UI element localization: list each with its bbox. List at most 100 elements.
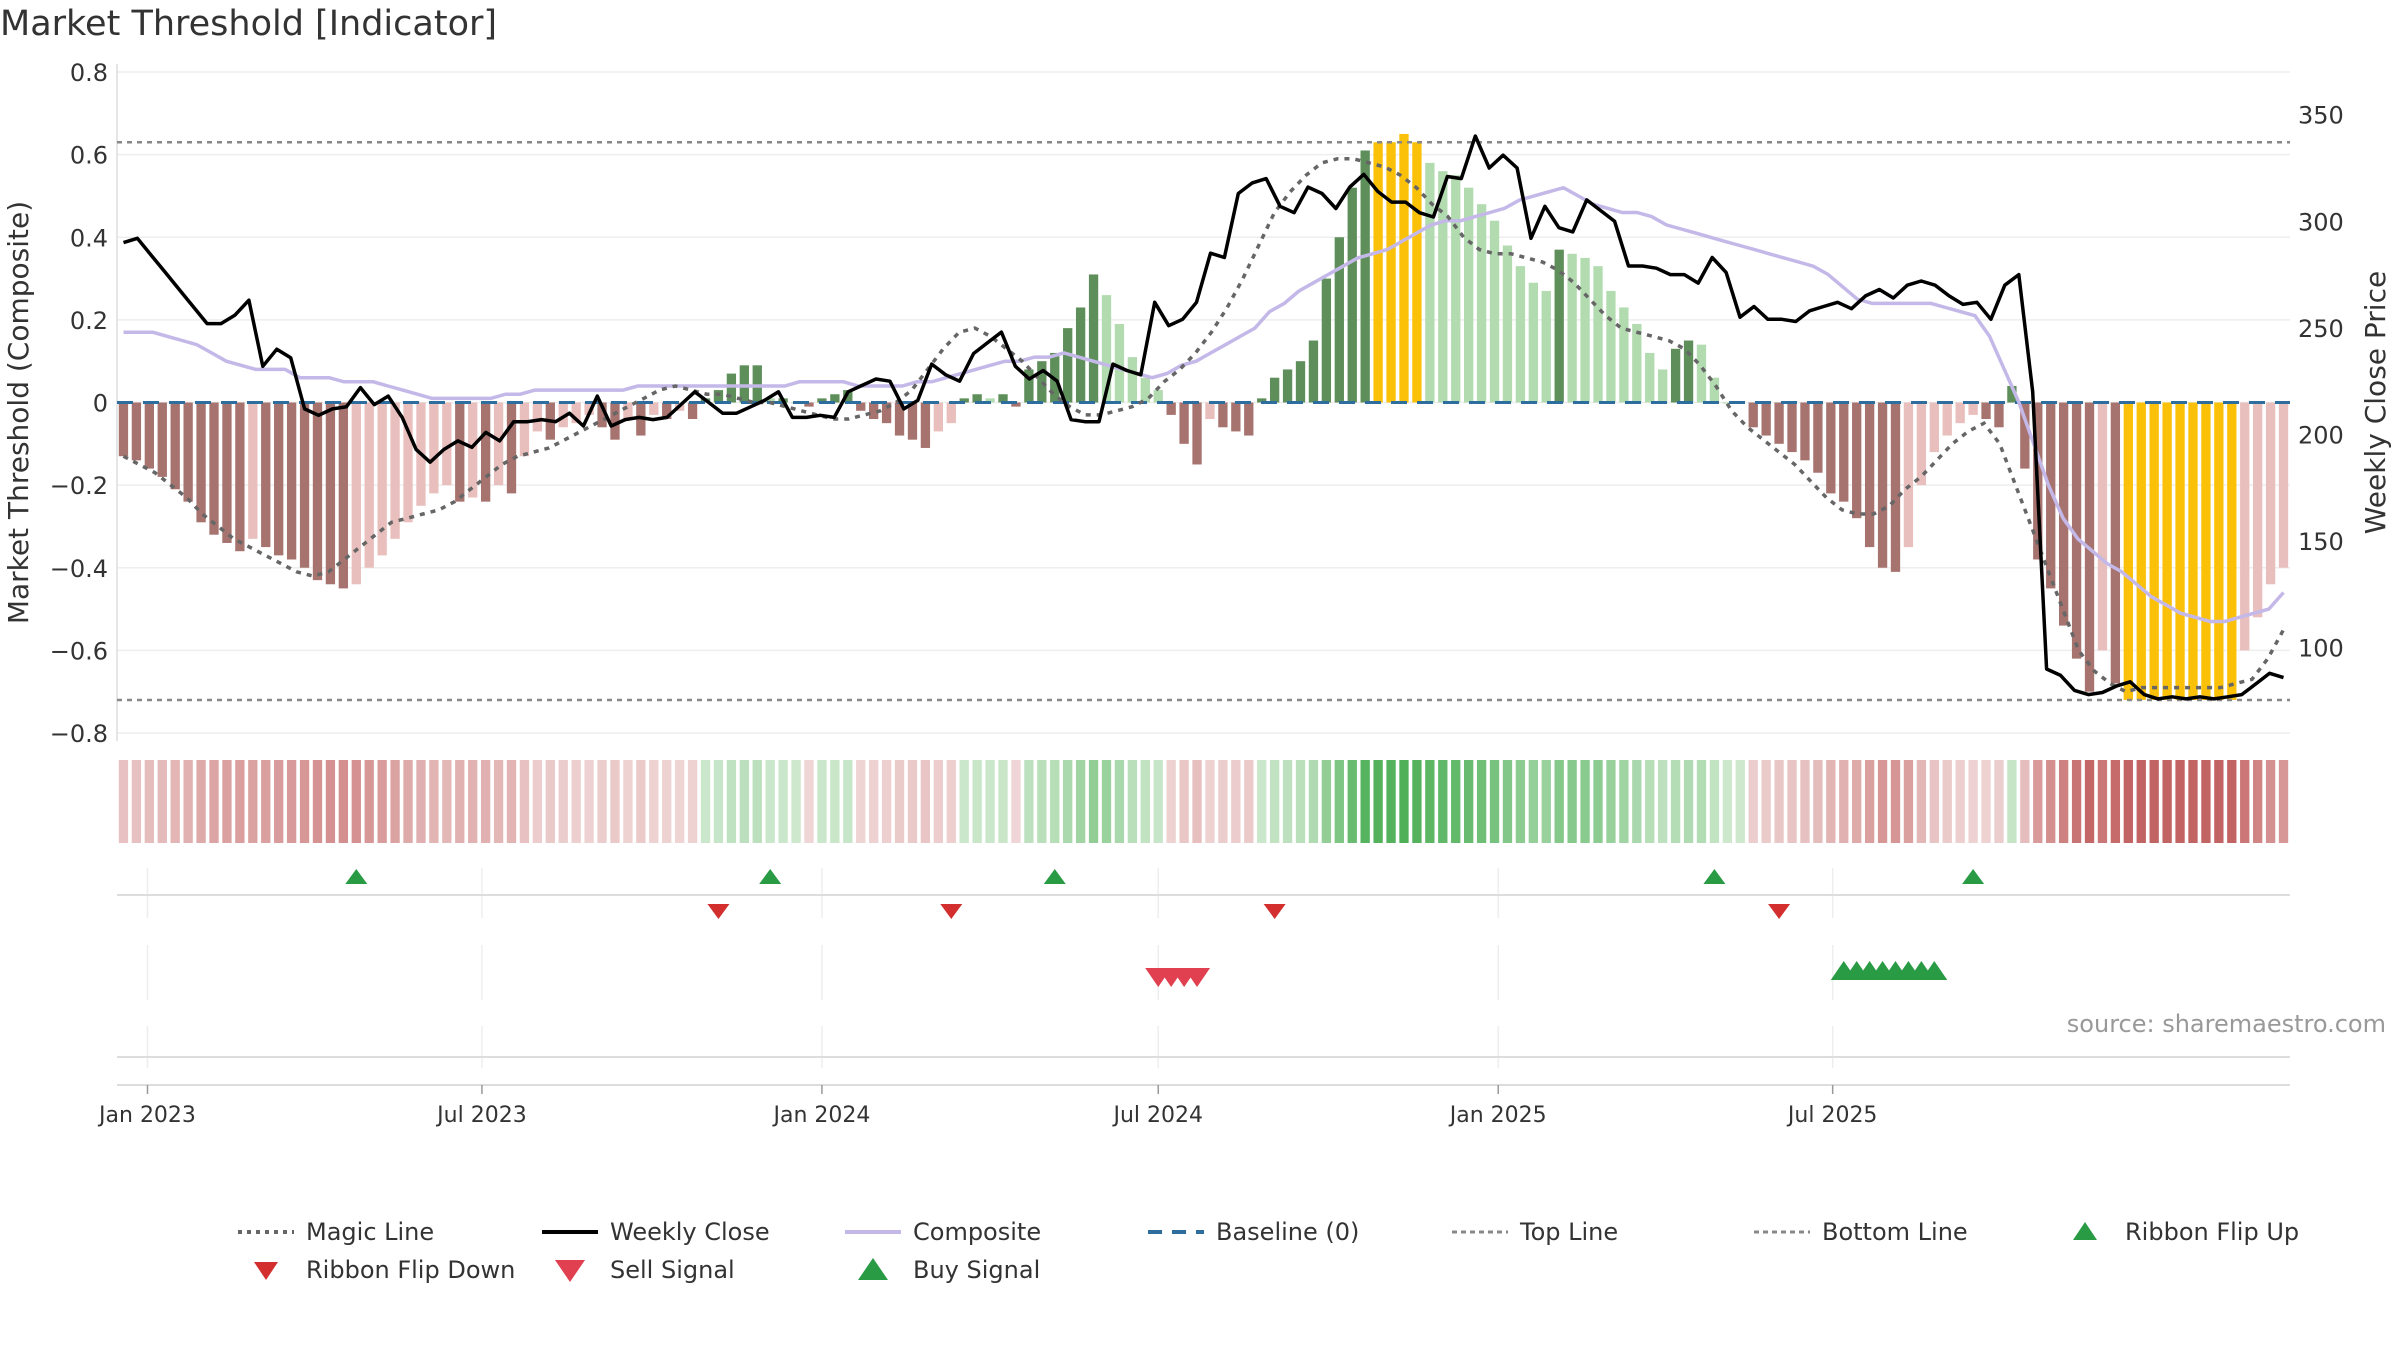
ribbon-cell: [1231, 760, 1241, 843]
composite-bar: [261, 402, 271, 548]
composite-bar: [1515, 266, 1526, 403]
ribbon-cell: [519, 760, 530, 843]
composite-bar: [881, 402, 892, 424]
ribbon-cell: [636, 760, 646, 843]
ribbon-flip-down-marker: [940, 904, 963, 919]
ribbon-cell: [274, 760, 284, 843]
y-tick-label: −0.2: [50, 472, 108, 500]
ribbon-cell: [1088, 760, 1099, 843]
ribbon-cell: [157, 760, 167, 843]
y-tick-label: 0.2: [70, 307, 108, 335]
ribbon-cell: [2033, 760, 2043, 843]
ribbon-cell: [700, 760, 711, 843]
buy-signal-marker: [1921, 961, 1948, 980]
magic-line-swatch: [238, 1230, 294, 1234]
ribbon-cell: [804, 760, 814, 843]
ribbon-cell: [1373, 760, 1383, 843]
legend-weekly-close: Weekly Close: [540, 1218, 770, 1246]
composite-bar: [1787, 402, 1797, 453]
composite-bar: [1981, 402, 1991, 420]
composite-bar: [662, 402, 672, 420]
ribbon-cell: [933, 760, 943, 843]
y-tick-label: 0.6: [70, 142, 108, 170]
ribbon-cell: [1269, 760, 1280, 843]
composite-bar: [726, 373, 737, 403]
ribbon-cell: [2149, 760, 2159, 843]
ribbon-cell: [2084, 760, 2095, 843]
ribbon-cell: [1166, 760, 1176, 843]
ribbon-cell: [2201, 760, 2211, 843]
legend-magic-line: Magic Line: [236, 1218, 434, 1246]
ribbon-cell: [1011, 760, 1021, 843]
composite-bar: [1088, 274, 1099, 403]
composite-bar: [1890, 402, 1901, 572]
composite-bar: [1037, 361, 1047, 403]
legend-ribbon-flip-down: Ribbon Flip Down: [236, 1256, 515, 1284]
legend-top-line: Top Line: [1450, 1218, 1618, 1246]
composite-bar: [1696, 344, 1707, 403]
ribbon-cell: [2123, 760, 2133, 843]
composite-bar: [1114, 324, 1125, 403]
ribbon-cell: [1502, 760, 1513, 843]
ribbon-cell: [623, 760, 633, 843]
composite-bar: [1347, 187, 1357, 403]
ribbon-cell: [2007, 760, 2017, 843]
y2-tick-label: 150: [2298, 528, 2344, 556]
ribbon-cell: [209, 760, 219, 843]
composite-bar: [1761, 402, 1771, 436]
composite-bar: [856, 402, 866, 411]
composite-bar: [1386, 142, 1396, 403]
ribbon-cell: [1192, 760, 1202, 843]
composite-bar: [752, 365, 762, 403]
composite-bar: [299, 402, 310, 568]
ribbon-cell: [480, 760, 491, 843]
composite-bar: [1205, 402, 1215, 420]
ribbon-cell: [674, 760, 685, 843]
ribbon-cell: [765, 760, 775, 843]
legend-buy-signal: Buy Signal: [843, 1256, 1040, 1284]
composite-bar: [1942, 402, 1952, 436]
ribbon-cell: [1218, 760, 1228, 843]
ribbon-flip-down-marker: [707, 904, 730, 919]
source-label: source: sharemaestro.com: [2066, 1010, 2386, 1038]
composite-bar: [610, 402, 620, 440]
composite-bar: [1606, 290, 1616, 403]
composite-bar: [1955, 402, 1965, 424]
ribbon-cell: [1295, 760, 1306, 843]
composite-bar: [1476, 204, 1487, 403]
composite-bar: [390, 402, 400, 539]
composite-bar: [2175, 402, 2185, 700]
composite-bar: [597, 402, 607, 428]
composite-bar: [1593, 266, 1603, 403]
ribbon-cell: [1619, 760, 1629, 843]
composite-bar: [1244, 402, 1254, 436]
ribbon-cell: [2058, 760, 2069, 843]
composite-bar: [584, 402, 594, 415]
ribbon-cell: [610, 760, 620, 843]
composite-bar: [1903, 402, 1914, 548]
ribbon-cell: [506, 760, 517, 843]
ribbon-cell: [325, 760, 336, 843]
composite-bar: [843, 390, 853, 403]
ribbon-cell: [2097, 760, 2108, 843]
buy-signal-icon: [858, 1258, 888, 1280]
legend-ribbon-flip-up: Ribbon Flip Up: [2055, 1218, 2299, 1246]
composite-bar: [2149, 402, 2159, 700]
legend: Magic Line Weekly Close Composite Baseli…: [0, 1200, 2400, 1310]
ribbon-cell: [2020, 760, 2030, 843]
composite-bar: [1425, 162, 1435, 403]
y-tick-label: −0.6: [50, 637, 108, 665]
ribbon-cell: [1813, 760, 1823, 843]
ribbon-cell: [1981, 760, 1991, 843]
ribbon-flip-up-marker: [345, 869, 368, 884]
ribbon-cell: [455, 760, 465, 843]
ribbon-cell: [1515, 760, 1526, 843]
composite-bar: [1852, 402, 1862, 519]
ribbon-cell: [1114, 760, 1125, 843]
legend-baseline-label: Baseline (0): [1216, 1218, 1360, 1246]
composite-bar: [429, 402, 439, 494]
ribbon-cell: [1451, 760, 1461, 843]
ribbon-cell: [1347, 760, 1357, 843]
ribbon-cell: [1709, 760, 1720, 843]
